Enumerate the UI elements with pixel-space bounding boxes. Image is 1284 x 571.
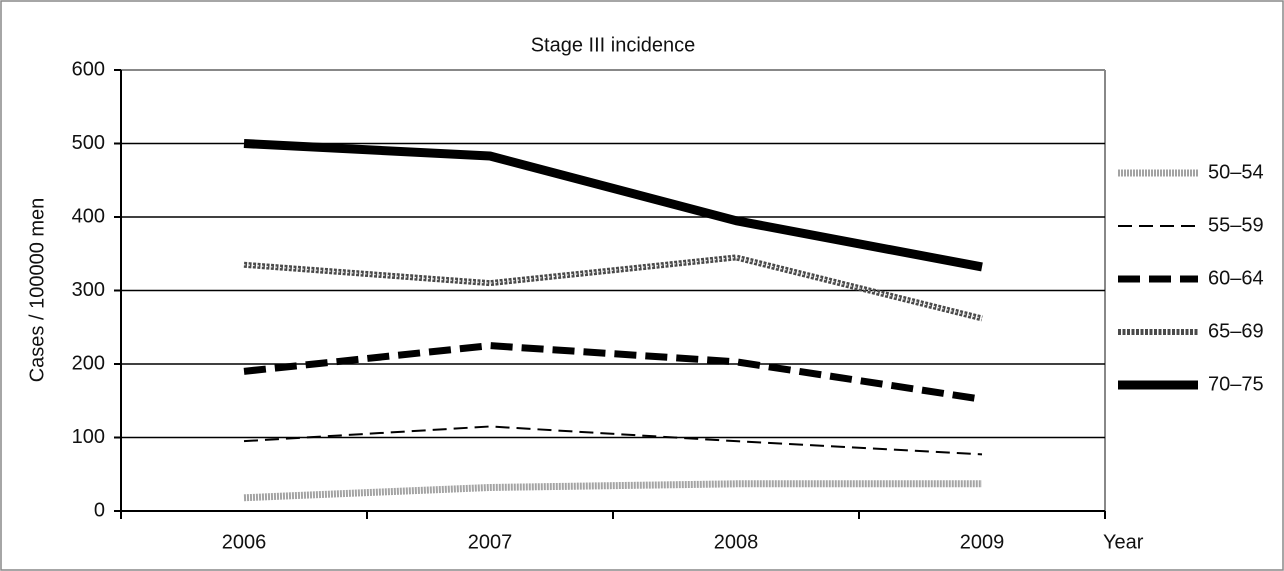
legend-label: 50–54 bbox=[1208, 161, 1264, 183]
chart-title: Stage III incidence bbox=[531, 34, 696, 56]
legend-label: 70–75 bbox=[1208, 373, 1264, 395]
y-tick-label: 400 bbox=[72, 205, 105, 227]
y-tick-label: 300 bbox=[72, 279, 105, 301]
y-tick-label: 600 bbox=[72, 58, 105, 80]
y-axis-label: Cases / 100000 men bbox=[26, 198, 48, 383]
legend-label: 65–69 bbox=[1208, 320, 1264, 342]
x-axis-label: Year bbox=[1103, 531, 1144, 553]
legend-label: 60–64 bbox=[1208, 267, 1264, 289]
x-tick-label: 2006 bbox=[222, 531, 267, 553]
legend-label: 55–59 bbox=[1208, 214, 1264, 236]
series-line bbox=[243, 480, 982, 502]
y-tick-label: 100 bbox=[72, 426, 105, 448]
series-line bbox=[243, 425, 983, 456]
y-tick-label: 500 bbox=[72, 132, 105, 154]
series-line bbox=[243, 139, 983, 272]
x-tick-label: 2008 bbox=[714, 531, 759, 553]
y-tick-label: 200 bbox=[72, 352, 105, 374]
x-tick-label: 2007 bbox=[468, 531, 513, 553]
y-tick-label: 0 bbox=[94, 499, 105, 521]
series-line-highlight bbox=[243, 256, 983, 320]
x-tick-label: 2009 bbox=[960, 531, 1005, 553]
